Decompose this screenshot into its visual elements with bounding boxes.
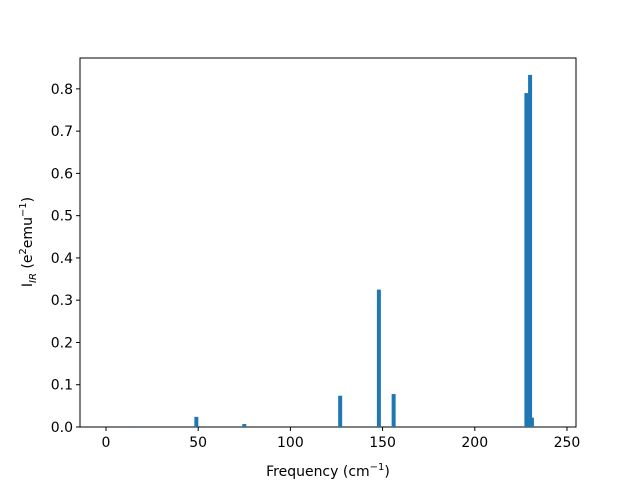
- y-tick-label: 0.6: [51, 166, 73, 182]
- x-tick-label: 0: [102, 435, 111, 451]
- y-label-sup: 2: [18, 248, 29, 254]
- y-label-sup: −1: [18, 202, 29, 217]
- y-label-part: ): [20, 197, 36, 202]
- x-tick-label: 200: [461, 435, 488, 451]
- y-label-part: I: [20, 283, 36, 287]
- y-label-sub: IR: [28, 273, 39, 283]
- y-tick-label: 0.8: [51, 82, 73, 98]
- bar: [528, 74, 533, 427]
- y-tick-label: 0.0: [51, 420, 73, 436]
- bar: [529, 417, 534, 427]
- x-tick-label: 50: [189, 435, 207, 451]
- y-tick-label: 0.4: [51, 251, 73, 267]
- y-tick-label: 0.1: [51, 378, 73, 394]
- x-axis-label: Frequency (cm−1): [266, 462, 390, 480]
- x-label-part: ): [384, 464, 389, 480]
- y-tick-label: 0.3: [51, 293, 73, 309]
- x-tick-label: 250: [554, 435, 581, 451]
- x-label-part: Frequency (cm: [266, 464, 370, 480]
- bar: [242, 424, 247, 427]
- bar: [131, 426, 136, 427]
- y-tick-label: 0.5: [51, 209, 73, 225]
- plot-frame: [79, 57, 577, 428]
- y-label-part: emu: [20, 217, 36, 248]
- y-axis-label: IIR (e2emu−1): [18, 197, 39, 287]
- bar: [194, 416, 199, 427]
- x-tick-label: 100: [277, 435, 304, 451]
- bar: [391, 394, 396, 427]
- bar: [376, 289, 381, 427]
- y-tick-label: 0.2: [51, 335, 73, 351]
- bar: [338, 395, 343, 427]
- x-tick-label: 150: [369, 435, 396, 451]
- y-tick-label: 0.7: [51, 124, 73, 140]
- y-label-part: (e: [20, 255, 36, 274]
- bar: [524, 93, 529, 428]
- x-label-sup: −1: [370, 462, 385, 473]
